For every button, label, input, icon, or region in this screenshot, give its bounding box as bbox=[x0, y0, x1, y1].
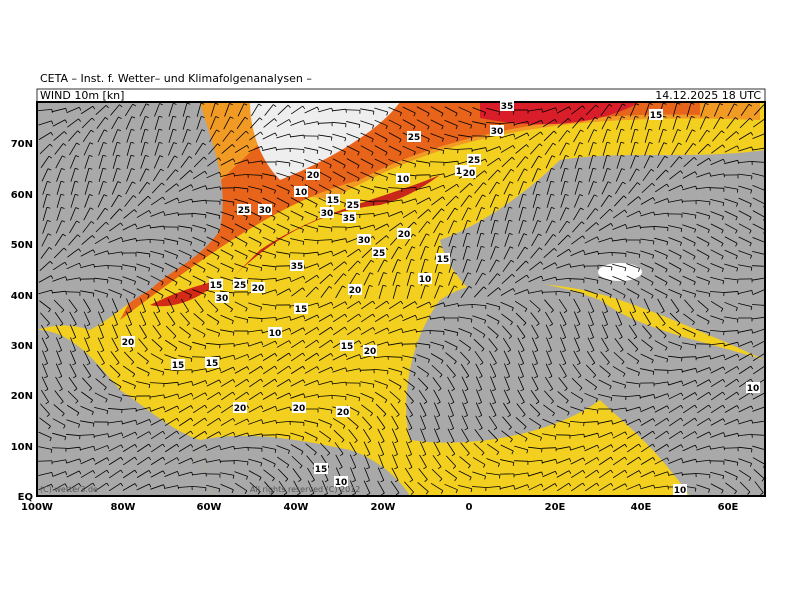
wind-barb bbox=[597, 410, 598, 413]
contour-label: 20 bbox=[398, 230, 411, 240]
lat-label: 40N bbox=[11, 291, 33, 302]
wind-barb bbox=[542, 292, 556, 293]
time-label: 14.12.2025 18 UTC bbox=[655, 89, 761, 102]
wind-barb bbox=[135, 397, 136, 400]
contour-label: 15 bbox=[210, 281, 223, 291]
wind-barb bbox=[471, 319, 472, 322]
contour-label: 15 bbox=[327, 196, 340, 206]
wind-barb bbox=[682, 201, 696, 202]
contour-label: 30 bbox=[259, 206, 272, 216]
lon-label: 100W bbox=[21, 502, 53, 513]
contour-label: 10 bbox=[674, 486, 687, 496]
lon-label: 60W bbox=[197, 502, 222, 513]
lon-label: 40W bbox=[284, 502, 309, 513]
contour-label: 20 bbox=[234, 404, 247, 414]
lat-label: 20N bbox=[11, 391, 33, 402]
contour-label: 15 bbox=[206, 359, 219, 369]
footer-center: All rights reserved (C) 2012 bbox=[250, 485, 360, 494]
contour-label: 25 bbox=[234, 281, 247, 291]
wind-barb bbox=[206, 201, 220, 202]
wind-barb bbox=[275, 306, 276, 309]
contour-label: 20 bbox=[337, 408, 350, 418]
contour-label: 25 bbox=[238, 206, 251, 216]
wind-barb bbox=[724, 448, 738, 449]
wind-barb bbox=[626, 239, 627, 242]
lat-label: 50N bbox=[11, 240, 33, 251]
contour-label: 20 bbox=[252, 284, 265, 294]
footer-left: (C) wetter3.de bbox=[40, 485, 98, 494]
lon-label: 80W bbox=[111, 502, 136, 513]
contour-label: 25 bbox=[373, 249, 386, 259]
wind-barb bbox=[695, 488, 696, 491]
wind-barb bbox=[668, 486, 669, 489]
contour-label: 20 bbox=[364, 347, 377, 357]
wind-barb bbox=[444, 317, 445, 320]
wind-barb bbox=[695, 215, 696, 218]
contour-label: 10 bbox=[747, 384, 760, 394]
contour-label: 20 bbox=[463, 169, 476, 179]
lat-label: 10N bbox=[11, 442, 33, 453]
contour-label: 10 bbox=[419, 275, 432, 285]
lat-label: 70N bbox=[11, 139, 33, 150]
contour-label: 10 bbox=[295, 188, 308, 198]
wind-barb bbox=[331, 228, 332, 231]
lon-label: 20W bbox=[371, 502, 396, 513]
wind-barb bbox=[66, 292, 80, 293]
contour-label: 25 bbox=[468, 156, 481, 166]
contour-label: 15 bbox=[295, 305, 308, 315]
contour-label: 20 bbox=[349, 286, 362, 296]
lon-label: 0 bbox=[466, 502, 473, 513]
contour-label: 15 bbox=[172, 361, 185, 371]
contour-label: 35 bbox=[343, 214, 356, 224]
contour-label: 25 bbox=[347, 201, 360, 211]
lon-label: 60E bbox=[718, 502, 739, 513]
wind-barb bbox=[737, 319, 738, 322]
contour-label: 15 bbox=[341, 342, 354, 352]
lon-label: 20E bbox=[545, 502, 566, 513]
wind-barb bbox=[766, 317, 767, 320]
contour-label: 30 bbox=[321, 209, 334, 219]
wind-barb bbox=[191, 228, 192, 231]
wind-barb bbox=[122, 252, 123, 255]
contour-label: 35 bbox=[501, 102, 514, 112]
wind-barb bbox=[346, 110, 360, 111]
contour-label: 15 bbox=[650, 111, 663, 121]
field-label: WIND 10m [kn] bbox=[40, 89, 124, 102]
contour-label: 30 bbox=[358, 236, 371, 246]
lon-label: 40E bbox=[631, 502, 652, 513]
contour-label: 10 bbox=[269, 329, 282, 339]
contour-label: 35 bbox=[291, 262, 304, 272]
wind-barb bbox=[262, 161, 263, 164]
contour-label: 30 bbox=[491, 127, 504, 137]
title: CETA – Inst. f. Wetter– und Klimafolgena… bbox=[40, 72, 312, 85]
contour-label: 20 bbox=[122, 338, 135, 348]
contour-label: 15 bbox=[315, 465, 328, 475]
lat-label: 30N bbox=[11, 341, 33, 352]
contour-label: 20 bbox=[307, 171, 320, 181]
map-area bbox=[37, 102, 767, 496]
lat-label: 60N bbox=[11, 190, 33, 201]
wind-barb bbox=[471, 137, 472, 140]
contour-label: 30 bbox=[216, 294, 229, 304]
contour-label: 10 bbox=[397, 175, 410, 185]
contour-label: 15 bbox=[437, 255, 450, 265]
wind-barb bbox=[331, 137, 332, 140]
contour-label: 25 bbox=[408, 133, 421, 143]
contour-label: 20 bbox=[293, 404, 306, 414]
wind-barb bbox=[331, 410, 332, 413]
